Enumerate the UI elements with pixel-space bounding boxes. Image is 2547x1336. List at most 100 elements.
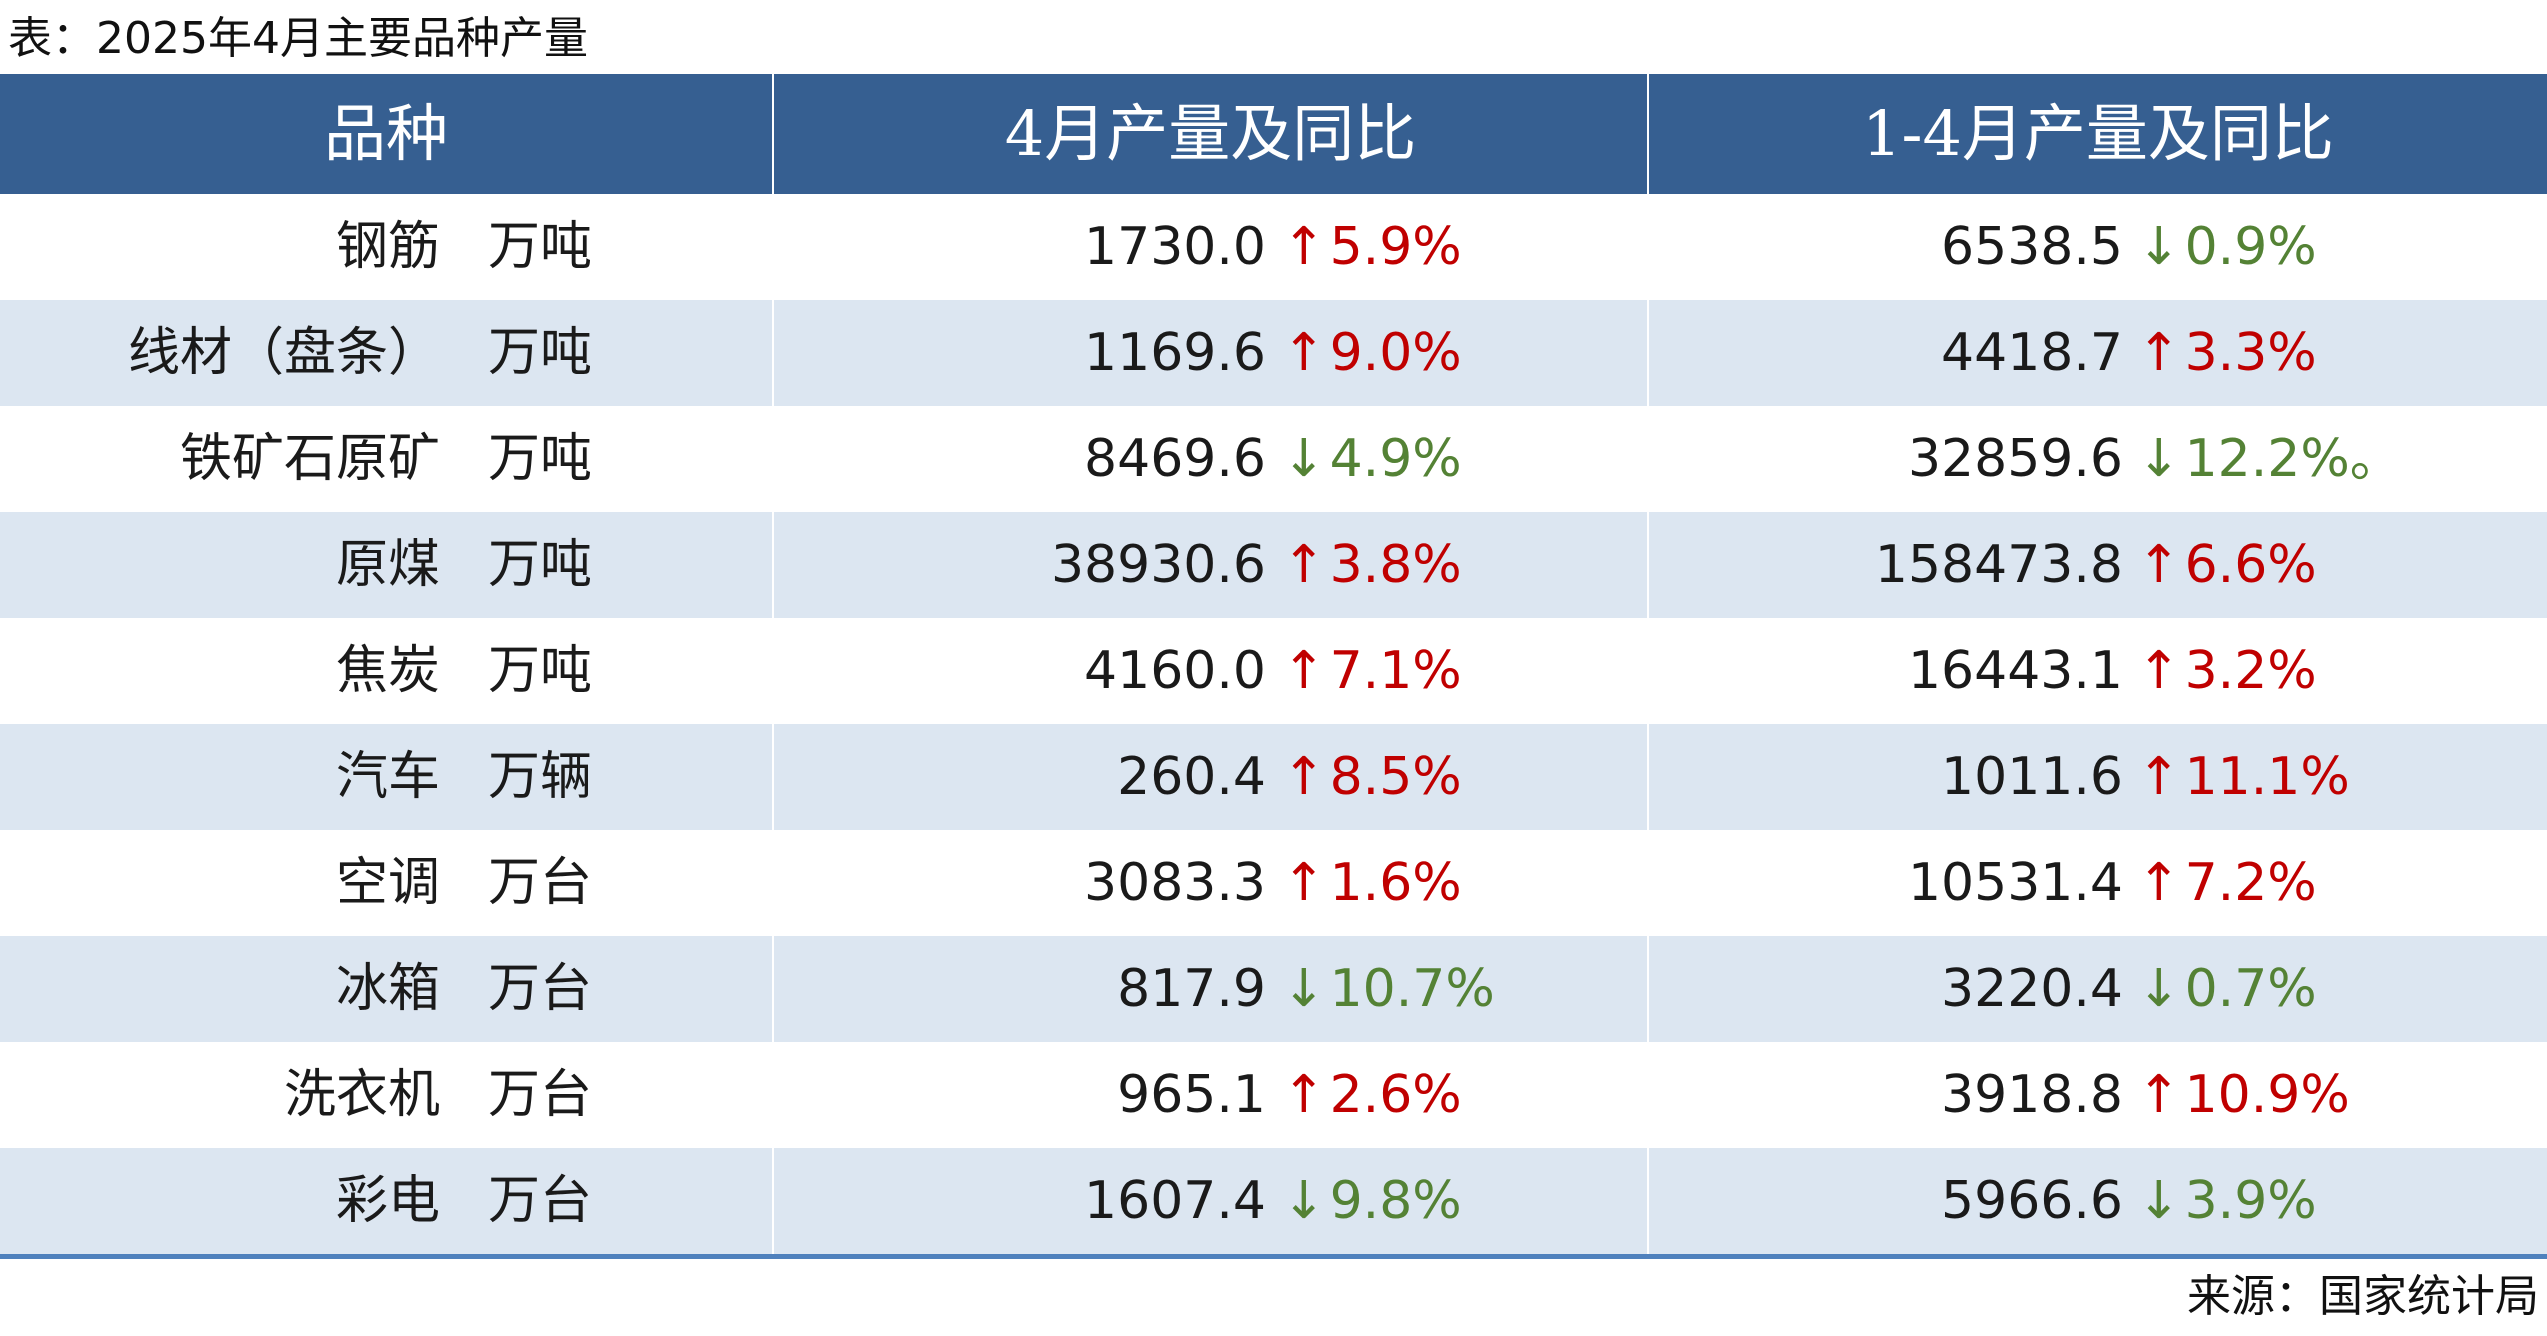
variety-name: 彩电 (335, 1171, 440, 1231)
arrow-up-icon: ↑ (1282, 747, 1326, 807)
april-value: 1169.6 (1084, 323, 1266, 383)
april-change-value: 7.1% (1329, 641, 1462, 701)
ytd-change: ↓0.7% (2137, 936, 2317, 1042)
april-cell: 817.9 ↓10.7% (772, 936, 1647, 1042)
april-value: 965.1 (1117, 1065, 1266, 1125)
variety-name: 汽车 (335, 747, 440, 807)
april-value: 3083.3 (1084, 853, 1266, 913)
table-row: 焦炭 万吨 4160.0 ↑7.1% 16443.1 ↑3.2% (0, 618, 2547, 724)
april-change: ↓4.9% (1282, 406, 1462, 512)
variety-name: 线材（盘条） (127, 323, 440, 383)
header-ytd: 1-4月产量及同比 (1647, 74, 2547, 194)
april-value: 1607.4 (1084, 1171, 1266, 1231)
variety-name: 焦炭 (335, 641, 440, 701)
april-cell: 8469.6 ↓4.9% (772, 406, 1647, 512)
april-cell: 260.4 ↑8.5% (772, 724, 1647, 830)
arrow-up-icon: ↑ (1282, 217, 1326, 277)
ytd-cell: 6538.5 ↓0.9% (1647, 194, 2547, 300)
arrow-up-icon: ↑ (2137, 1065, 2181, 1125)
ytd-change-value: 7.2% (2184, 853, 2317, 913)
ytd-cell: 4418.7 ↑3.3% (1647, 300, 2547, 406)
april-cell: 1169.6 ↑9.0% (772, 300, 1647, 406)
variety-cell: 彩电 万台 (0, 1148, 772, 1254)
april-change: ↑3.8% (1282, 512, 1462, 618)
arrow-up-icon: ↑ (2137, 853, 2181, 913)
ytd-value: 10531.4 (1907, 853, 2123, 913)
variety-unit: 万台 (488, 853, 593, 913)
variety-unit: 万吨 (488, 641, 593, 701)
april-change-value: 10.7% (1329, 959, 1495, 1019)
april-value: 38930.6 (1050, 535, 1266, 595)
april-change: ↑1.6% (1282, 830, 1462, 936)
production-table: 品种 4月产量及同比 1-4月产量及同比 钢筋 万吨 1730.0 ↑5.9% 6538… (0, 74, 2547, 1259)
arrow-up-icon: ↑ (1282, 641, 1326, 701)
april-value: 4160.0 (1084, 641, 1266, 701)
variety-cell: 冰箱 万台 (0, 936, 772, 1042)
arrow-up-icon: ↑ (1282, 323, 1326, 383)
april-change: ↑5.9% (1282, 194, 1462, 300)
ytd-cell: 5966.6 ↓3.9% (1647, 1148, 2547, 1254)
ytd-value: 4418.7 (1941, 323, 2123, 383)
arrow-up-icon: ↑ (1282, 853, 1326, 913)
april-change: ↑9.0% (1282, 300, 1462, 406)
table-row: 铁矿石原矿 万吨 8469.6 ↓4.9% 32859.6 ↓12.2%。 (0, 406, 2547, 512)
april-change: ↑7.1% (1282, 618, 1462, 724)
april-change-value: 4.9% (1329, 429, 1462, 489)
variety-unit: 万吨 (488, 429, 593, 489)
april-change-value: 3.8% (1329, 535, 1462, 595)
ytd-value: 1011.6 (1941, 747, 2123, 807)
ytd-change: ↑3.3% (2137, 300, 2317, 406)
april-change: ↓9.8% (1282, 1148, 1462, 1254)
ytd-change: ↓3.9% (2137, 1148, 2317, 1254)
ytd-change-value: 3.2% (2184, 641, 2317, 701)
ytd-change-value: 3.3% (2184, 323, 2317, 383)
arrow-down-icon: ↓ (1282, 429, 1326, 489)
variety-cell: 汽车 万辆 (0, 724, 772, 830)
arrow-up-icon: ↑ (1282, 535, 1326, 595)
ytd-cell: 3918.8 ↑10.9% (1647, 1042, 2547, 1148)
ytd-cell: 16443.1 ↑3.2% (1647, 618, 2547, 724)
source-note: 来源：国家统计局 (2187, 1271, 2539, 1322)
ytd-value: 3918.8 (1941, 1065, 2123, 1125)
ytd-value: 5966.6 (1941, 1171, 2123, 1231)
variety-cell: 原煤 万吨 (0, 512, 772, 618)
arrow-up-icon: ↑ (2137, 323, 2181, 383)
header-variety: 品种 (323, 97, 448, 170)
variety-unit: 万台 (488, 1171, 593, 1231)
ytd-value: 158473.8 (1874, 535, 2123, 595)
table-row: 原煤 万吨 38930.6 ↑3.8% 158473.8 ↑6.6% (0, 512, 2547, 618)
variety-name: 钢筋 (335, 217, 440, 277)
april-change-value: 2.6% (1329, 1065, 1462, 1125)
april-change-value: 5.9% (1329, 217, 1462, 277)
table-row: 汽车 万辆 260.4 ↑8.5% 1011.6 ↑11.1% (0, 724, 2547, 830)
arrow-down-icon: ↓ (2137, 217, 2181, 277)
variety-cell: 洗衣机 万台 (0, 1042, 772, 1148)
variety-name: 铁矿石原矿 (179, 429, 440, 489)
arrow-up-icon: ↑ (1282, 1065, 1326, 1125)
ytd-change: ↓0.9% (2137, 194, 2317, 300)
table-body: 钢筋 万吨 1730.0 ↑5.9% 6538.5 ↓0.9% 线材（盘条） 万吨 1169.6… (0, 194, 2547, 1254)
arrow-down-icon: ↓ (2137, 429, 2181, 489)
april-cell: 3083.3 ↑1.6% (772, 830, 1647, 936)
variety-unit: 万台 (488, 959, 593, 1019)
variety-unit: 万吨 (488, 323, 593, 383)
table-row: 洗衣机 万台 965.1 ↑2.6% 3918.8 ↑10.9% (0, 1042, 2547, 1148)
ytd-cell: 32859.6 ↓12.2%。 (1647, 406, 2547, 512)
ytd-value: 3220.4 (1941, 959, 2123, 1019)
variety-unit: 万吨 (488, 535, 593, 595)
variety-cell: 铁矿石原矿 万吨 (0, 406, 772, 512)
april-cell: 38930.6 ↑3.8% (772, 512, 1647, 618)
april-value: 817.9 (1117, 959, 1266, 1019)
ytd-change: ↑10.9% (2137, 1042, 2350, 1148)
april-cell: 965.1 ↑2.6% (772, 1042, 1647, 1148)
arrow-down-icon: ↓ (1282, 1171, 1326, 1231)
table-row: 彩电 万台 1607.4 ↓9.8% 5966.6 ↓3.9% (0, 1148, 2547, 1254)
ytd-value: 6538.5 (1941, 217, 2123, 277)
ytd-change: ↓12.2%。 (2137, 406, 2402, 512)
april-change-value: 8.5% (1329, 747, 1462, 807)
ytd-change-value: 10.9% (2184, 1065, 2350, 1125)
arrow-down-icon: ↓ (1282, 959, 1326, 1019)
variety-name: 冰箱 (335, 959, 440, 1019)
ytd-change-value: 12.2%。 (2184, 429, 2402, 489)
arrow-up-icon: ↑ (2137, 641, 2181, 701)
